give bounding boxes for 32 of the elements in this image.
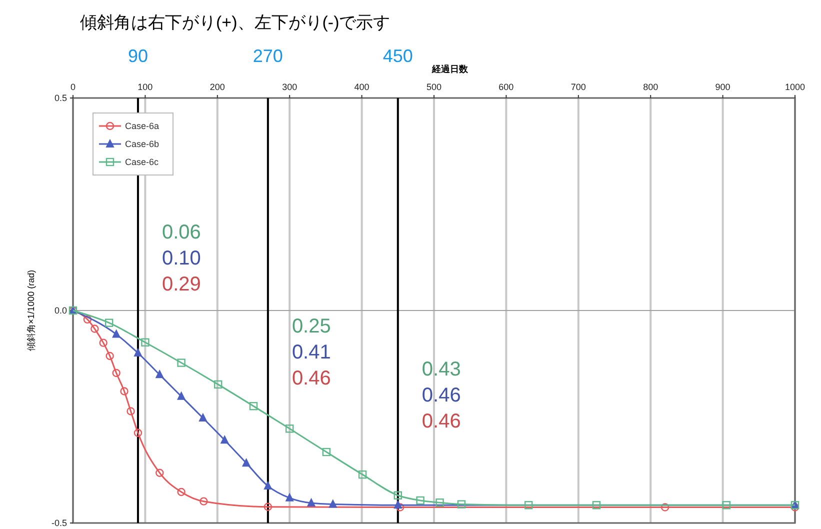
ref-line-label: 270 xyxy=(252,46,283,66)
x-tick-label: 100 xyxy=(138,82,153,92)
x-tick-label: 600 xyxy=(498,82,514,92)
x-tick-label: 1000 xyxy=(784,82,806,92)
legend-label: Case-6b xyxy=(125,139,160,149)
annotation: 0.06 xyxy=(162,221,201,244)
x-tick-label: 0 xyxy=(70,82,76,92)
x-axis-title: 経過日数 xyxy=(431,64,469,74)
annotation: 0.29 xyxy=(162,273,201,296)
x-tick-label: 400 xyxy=(354,82,370,92)
x-tick-label: 300 xyxy=(282,82,298,92)
ref-line-label: 450 xyxy=(382,46,413,66)
y-tick-label: 0.5 xyxy=(54,93,67,103)
annotation: 0.41 xyxy=(292,342,331,364)
annotation: 0.46 xyxy=(422,410,461,433)
x-tick-label: 500 xyxy=(426,82,442,92)
annotation: 0.46 xyxy=(292,368,331,390)
y-tick-label: -0.5 xyxy=(51,518,67,528)
y-tick-label: 0.0 xyxy=(54,306,67,316)
legend-label: Case-6a xyxy=(125,121,160,131)
annotation: 0.25 xyxy=(292,316,331,338)
x-tick-label: 900 xyxy=(715,82,730,92)
y-axis-title: 傾斜角×1/1000 (rad) xyxy=(26,270,36,352)
x-tick-label: 700 xyxy=(570,82,586,92)
annotation: 0.46 xyxy=(422,384,461,407)
ref-line-label: 90 xyxy=(128,46,148,66)
annotation: 0.43 xyxy=(422,358,461,381)
x-tick-label: 800 xyxy=(643,82,658,92)
chart-title: 傾斜角は右下がり(+)、左下がり(-)で示す xyxy=(80,13,390,32)
legend-label: Case-6c xyxy=(125,157,160,167)
annotation: 0.10 xyxy=(162,247,201,270)
x-tick-label: 200 xyxy=(210,82,225,92)
